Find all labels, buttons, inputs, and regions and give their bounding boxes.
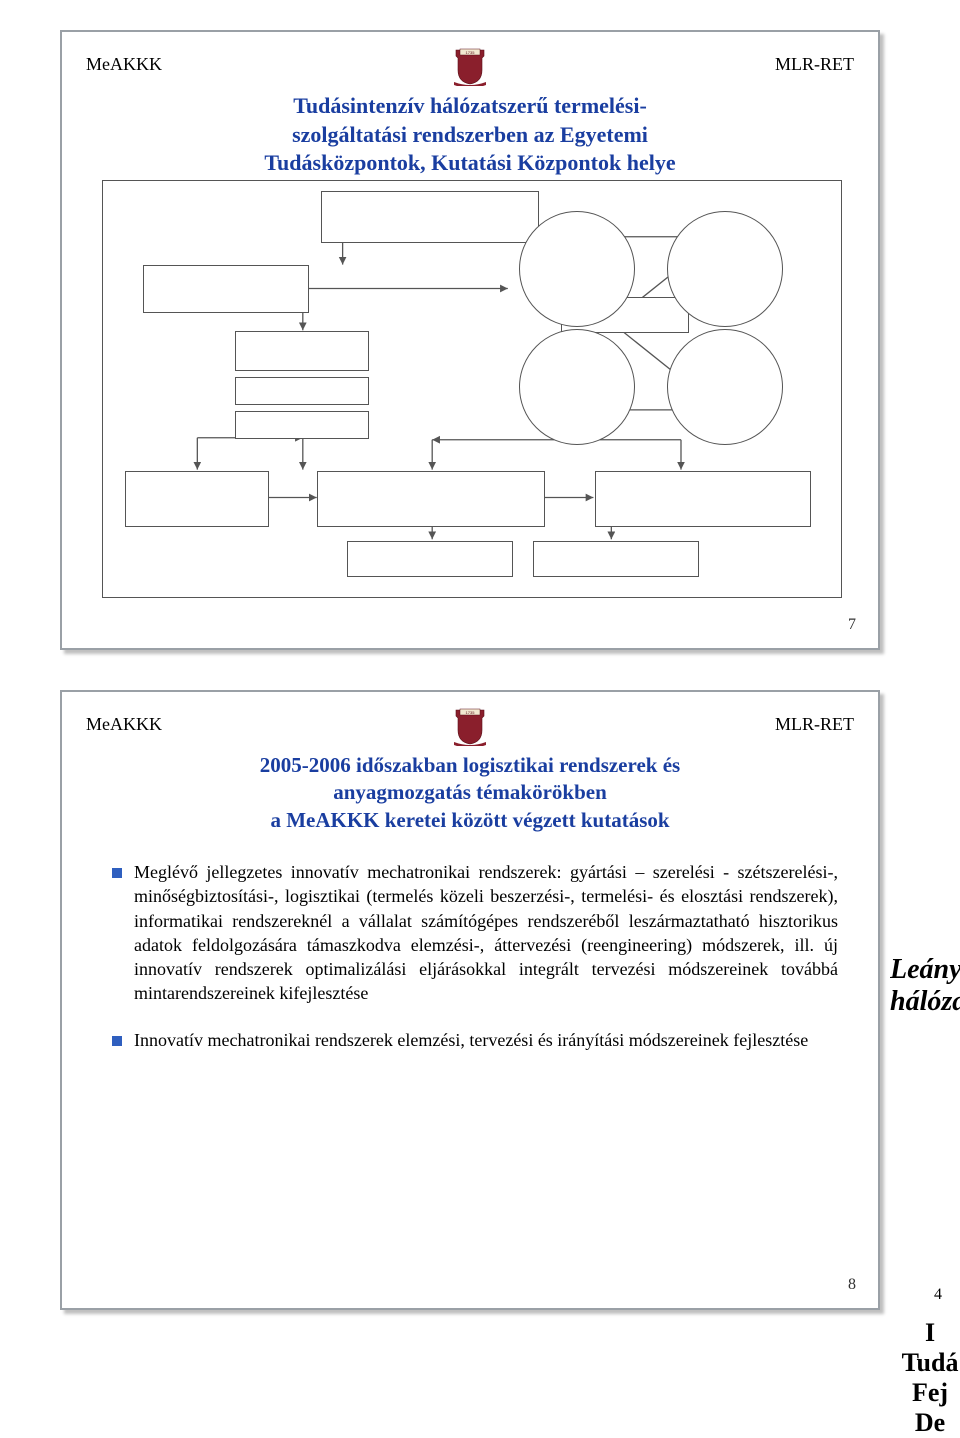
slide8-title: 2005-2006 időszakban logisztikai rendsze…: [122, 752, 818, 834]
bottom-under-1: [347, 541, 513, 577]
page-number: 8: [848, 1276, 856, 1294]
side-fragment-line: Leányv: [890, 954, 960, 986]
svg-text:1735: 1735: [466, 710, 476, 715]
header-right: MLR-RET: [775, 714, 854, 735]
slide-8: MeAKKK 1735 MLR-RET 2005-2006 időszakban…: [60, 690, 880, 1310]
mid-box-3: [235, 411, 369, 439]
side-fragment-roman: ITudáFejDe: [900, 1318, 960, 1438]
side-fragment-line: Fej: [900, 1378, 960, 1408]
outer-page-number: 4: [934, 1286, 942, 1304]
title-line: anyagmozgatás témakörökben: [122, 779, 818, 806]
circle-tr: [667, 211, 783, 327]
slide-7: MeAKKK 1735 MLR-RET Tudásintenzív hálóza…: [60, 30, 880, 650]
diagram-frame: [102, 180, 842, 598]
side-fragment-line: Tudá: [900, 1348, 960, 1378]
header-left: MeAKKK: [86, 714, 162, 735]
crest-icon: 1735: [452, 706, 488, 746]
mid-box-2: [235, 377, 369, 405]
side-fragment-line: I: [900, 1318, 960, 1348]
mid-box-1: [235, 331, 369, 371]
left-box: [143, 265, 309, 313]
bottom-row-3: [595, 471, 811, 527]
bottom-row-2: [317, 471, 545, 527]
top-box: [321, 191, 539, 243]
slide-header: MeAKKK 1735 MLR-RET: [62, 42, 878, 88]
slide-header: MeAKKK 1735 MLR-RET: [62, 702, 878, 748]
bullet-item: Innovatív mechatronikai rendszerek elemz…: [112, 1028, 838, 1052]
title-line: szolgáltatási rendszerben az Egyetemi: [122, 121, 818, 150]
svg-text:1735: 1735: [466, 50, 476, 55]
circle-bl: [519, 329, 635, 445]
bottom-row-1: [125, 471, 269, 527]
header-right: MLR-RET: [775, 54, 854, 75]
title-line: 2005-2006 időszakban logisztikai rendsze…: [122, 752, 818, 779]
side-fragment-line: De: [900, 1408, 960, 1438]
bullet-item: Meglévő jellegzetes innovatív mechatroni…: [112, 860, 838, 1006]
slide8-body: Meglévő jellegzetes innovatív mechatroni…: [112, 860, 838, 1074]
crest-icon: 1735: [452, 46, 488, 86]
bullet-square-icon: [112, 1036, 122, 1046]
header-left: MeAKKK: [86, 54, 162, 75]
page-number: 7: [848, 616, 856, 634]
title-line: Tudásközpontok, Kutatási Központok helye: [122, 149, 818, 178]
bullet-text: Innovatív mechatronikai rendszerek elemz…: [134, 1028, 838, 1052]
slide7-title: Tudásintenzív hálózatszerű termelési- sz…: [122, 92, 818, 178]
side-fragment-line: hálózat: [890, 986, 960, 1018]
title-line: a MeAKKK keretei között végzett kutatáso…: [122, 807, 818, 834]
circle-tl: [519, 211, 635, 327]
bullet-text: Meglévő jellegzetes innovatív mechatroni…: [134, 860, 838, 1006]
title-line: Tudásintenzív hálózatszerű termelési-: [122, 92, 818, 121]
side-fragment-italic: Leányvhálózat: [890, 954, 960, 1018]
bottom-under-2: [533, 541, 699, 577]
bullet-square-icon: [112, 868, 122, 878]
circle-br: [667, 329, 783, 445]
